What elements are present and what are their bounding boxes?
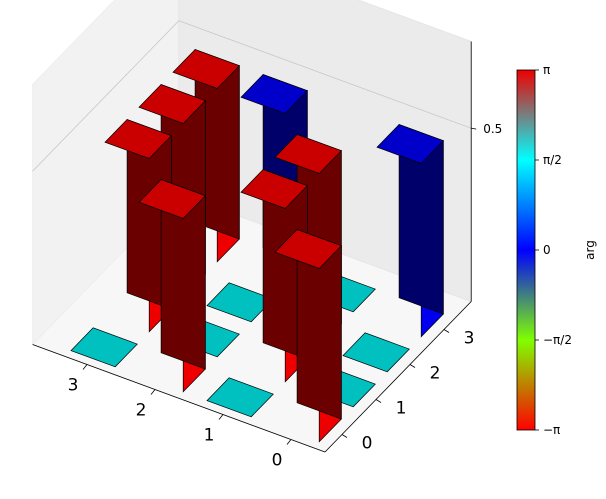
bar-3-3 (172, 48, 240, 263)
bar-1-0 (206, 377, 274, 418)
x-tick-label: 0 (272, 451, 283, 471)
y-tick-label: 3 (464, 329, 475, 349)
colorbar-tick-label: 0 (543, 243, 551, 257)
bar-0-3 (376, 123, 444, 338)
bar-top-face (342, 332, 410, 373)
y-tick-label: 2 (430, 364, 441, 384)
bar-3-0 (70, 327, 138, 368)
bar-top-face (104, 119, 172, 159)
colorbar-gradient (516, 69, 536, 431)
x-axis-line (32, 344, 326, 453)
z-grid-line (32, 20, 472, 172)
colorbar-label: arg (583, 240, 597, 260)
colorbar-tick-label: π/2 (543, 153, 562, 167)
x-tick (286, 439, 292, 445)
bar-1-1 (240, 168, 308, 383)
bar-top-face (70, 327, 138, 368)
axis-lines (32, 41, 477, 453)
bar-2-0 (138, 178, 206, 393)
bar-0-2 (342, 332, 410, 373)
y-tick (375, 399, 382, 403)
z-tick (471, 127, 477, 130)
bar-0-0 (274, 228, 342, 443)
y-tick (341, 434, 348, 438)
bar-top-face (376, 124, 444, 164)
x-tick (218, 414, 224, 420)
y-tick (443, 329, 450, 333)
bar-top-face (240, 74, 308, 114)
grid-lines (32, 20, 472, 172)
y-tick (409, 364, 416, 368)
bar-top-face (138, 84, 206, 124)
x-tick-label: 2 (136, 401, 147, 421)
bar-top-face (206, 377, 274, 418)
bar-top-face (240, 169, 308, 209)
colorbar: π π/2 0 −π/2 −π arg (516, 63, 597, 437)
colorbar-tick-label: π (543, 63, 550, 77)
bar-top-face (274, 229, 342, 269)
y-tick-label: 0 (362, 434, 373, 454)
bar-top-face (274, 134, 342, 174)
colorbar-tick-label: −π (543, 423, 560, 437)
x-tick (150, 389, 156, 395)
x-tick-label: 1 (204, 426, 215, 446)
x-tick (82, 364, 88, 370)
colorbar-tick-label: −π/2 (543, 333, 572, 347)
bar-layer (70, 48, 444, 443)
y-tick-label: 1 (396, 399, 407, 419)
bar-top-face (172, 49, 240, 89)
y-axis-line (324, 301, 472, 453)
tick-labels: 0 1 2 3 0 1 2 3 0.5 (68, 122, 503, 470)
x-tick-label: 3 (68, 376, 79, 396)
z-tick-label: 0.5 (483, 122, 502, 136)
bar-top-face (138, 179, 206, 219)
